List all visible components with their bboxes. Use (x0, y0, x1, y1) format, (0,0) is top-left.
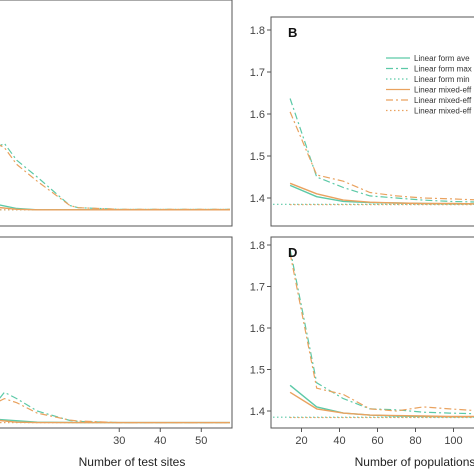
y-tick-label: 1.5 (250, 365, 265, 377)
series-line-me_max (0, 398, 230, 424)
series-line-me_avg (289, 182, 474, 205)
x-tick-label: 80 (409, 435, 421, 447)
series-line-me_avg (289, 391, 474, 418)
y-tick-label: 1.7 (250, 67, 265, 79)
legend-label: Linear mixed-eff (414, 86, 472, 95)
legend-label: Linear mixed-eff (414, 96, 472, 105)
legend-label: Linear form ave (414, 54, 470, 63)
x-tick-label: 40 (333, 435, 345, 447)
panel-0 (0, 0, 233, 227)
panel-border (0, 0, 233, 227)
series-group (273, 98, 474, 206)
x-tick-label: 100 (444, 435, 462, 447)
y-tick-label: 1.6 (250, 109, 265, 121)
series-group (0, 391, 230, 424)
y-tick-label: 1.5 (250, 151, 265, 163)
panel-border (0, 236, 233, 429)
y-tick-label: 1.8 (250, 25, 265, 37)
legend-label: Linear mixed-eff (414, 107, 472, 116)
series-line-lf_max (289, 249, 474, 415)
y-tick-label: 1.7 (250, 282, 265, 294)
panel-2: 30 40 50 Number of test sites (0, 236, 233, 469)
y-tick-label: 1.4 (250, 406, 265, 418)
x-tick-label: 50 (195, 435, 207, 447)
x-tick-label: 60 (371, 435, 383, 447)
panel-letter: D (288, 245, 297, 260)
y-tick-label: 1.8 (250, 240, 265, 252)
series-line-me_max (289, 253, 474, 412)
legend-label: Linear form max (414, 65, 472, 74)
series-line-lf_max (289, 98, 474, 203)
series-line-me_max (0, 144, 230, 210)
panel-border (270, 16, 474, 227)
x-tick-label: 30 (113, 435, 125, 447)
x-axis-title: Number of populations (355, 455, 474, 469)
series-group (0, 142, 230, 211)
series-line-lf_max (0, 142, 230, 210)
x-tick-label: 40 (154, 435, 166, 447)
series-group (273, 249, 474, 419)
panel-3: 1.4 1.5 1.6 1.7 1.8 20 40 60 80 100 Number of popu… (250, 236, 474, 469)
panel-letter: B (288, 25, 297, 40)
series-line-me_max (289, 111, 474, 201)
y-tick-label: 1.4 (250, 193, 265, 205)
x-axis-title: Number of test sites (79, 455, 186, 469)
legend-label: Linear form min (414, 75, 470, 84)
y-tick-label: 1.6 (250, 323, 265, 335)
panel-border (270, 236, 474, 429)
x-tick-label: 20 (295, 435, 307, 447)
